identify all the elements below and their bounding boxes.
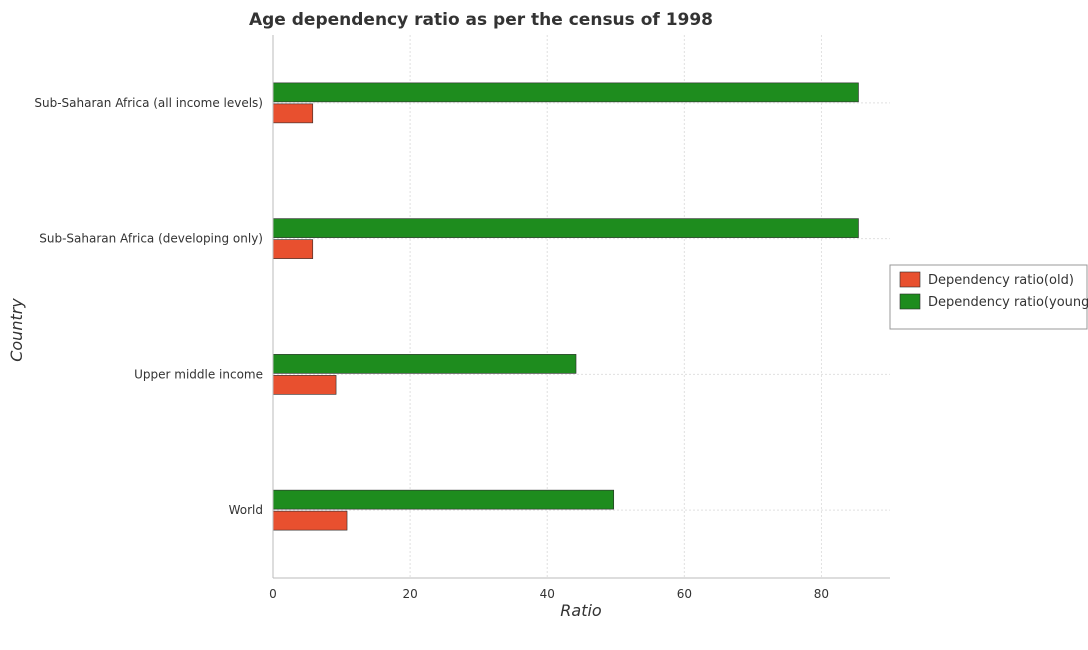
legend-box	[889, 264, 1088, 330]
legend: Dependency ratio(old) Dependency ratio(yo…	[889, 264, 1088, 330]
legend-label: Dependency ratio(old)	[928, 273, 1074, 288]
y-axis-ticks: Sub-Saharan Africa (all income levels) Su…	[34, 96, 263, 517]
x-axis-label: Ratio	[560, 601, 602, 620]
bar-dependency-young	[272, 489, 615, 510]
legend-swatch	[899, 271, 921, 288]
legend-label: Dependency ratio(young)	[928, 295, 1088, 310]
bar-dependency-old	[272, 103, 314, 124]
x-tick-label: 20	[402, 587, 417, 601]
bar-dependency-old	[272, 375, 337, 395]
y-tick-label: World	[229, 503, 263, 517]
y-tick-label: Upper middle income	[134, 367, 263, 381]
x-tick-label: 40	[540, 587, 555, 601]
x-tick-label: 60	[677, 587, 692, 601]
plot-area	[272, 35, 890, 579]
bar-dependency-young	[272, 82, 859, 103]
bar-dependency-old	[272, 239, 314, 259]
plot-background	[273, 35, 890, 578]
x-tick-label: 0	[269, 587, 277, 601]
bar-dependency-young	[272, 218, 859, 238]
y-axis-label: Country	[7, 298, 26, 362]
y-tick-label: Sub-Saharan Africa (all income levels)	[34, 96, 263, 110]
bar-dependency-young	[272, 354, 577, 374]
legend-swatch	[899, 293, 921, 310]
bar-dependency-old	[272, 510, 348, 531]
chart-title: Age dependency ratio as per the census o…	[249, 10, 713, 30]
x-tick-label: 80	[814, 587, 829, 601]
x-axis-ticks: 0 20 40 60 80	[269, 587, 829, 601]
y-tick-label: Sub-Saharan Africa (developing only)	[39, 232, 263, 246]
